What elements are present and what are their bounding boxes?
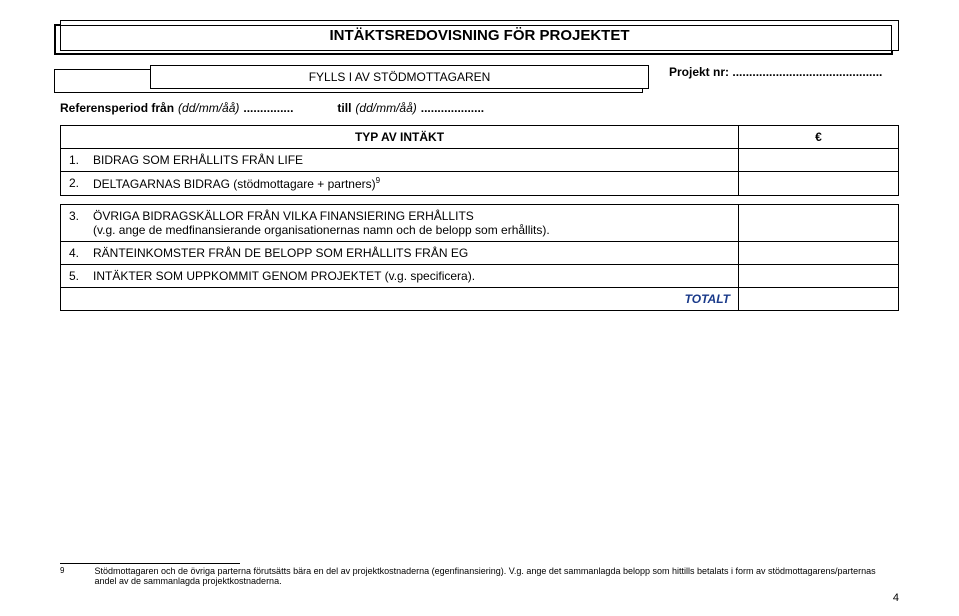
footnote: 9 Stödmottagaren och de övriga parterna … xyxy=(60,566,899,586)
projekt-nr: Projekt nr: ............................… xyxy=(659,65,899,79)
ref-till-hint: (dd/mm/åå) xyxy=(355,101,416,115)
reference-period: Referensperiod från (dd/mm/åå) .........… xyxy=(60,101,899,115)
row-4-amt xyxy=(739,242,899,265)
table-row: 1. BIDRAG SOM ERHÅLLITS FRÅN LIFE xyxy=(61,149,899,172)
title-container: INTÄKTSREDOVISNING FÖR PROJEKTET xyxy=(60,20,899,51)
income-table-2: 3. ÖVRIGA BIDRAGSKÄLLOR FRÅN VILKA FINAN… xyxy=(60,204,899,311)
row-num: 5. xyxy=(69,269,85,283)
row-4-cell: 4. RÄNTEINKOMSTER FRÅN DE BELOPP SOM ERH… xyxy=(61,242,739,265)
table-row: 3. ÖVRIGA BIDRAGSKÄLLOR FRÅN VILKA FINAN… xyxy=(61,205,899,242)
footnote-text: Stödmottagaren och de övriga parterna fö… xyxy=(94,566,899,586)
row-text: BIDRAG SOM ERHÅLLITS FRÅN LIFE xyxy=(93,153,303,167)
row-num: 4. xyxy=(69,246,85,260)
table-row: 5. INTÄKTER SOM UPPKOMMIT GENOM PROJEKTE… xyxy=(61,265,899,288)
totalt-label: TOTALT xyxy=(61,288,739,311)
footnote-separator xyxy=(60,563,240,564)
row-5-cell: 5. INTÄKTER SOM UPPKOMMIT GENOM PROJEKTE… xyxy=(61,265,739,288)
row-text: RÄNTEINKOMSTER FRÅN DE BELOPP SOM ERHÅLL… xyxy=(93,246,468,260)
footnote-ref: 9 xyxy=(376,176,380,185)
row-2-amt xyxy=(739,172,899,196)
page-number: 4 xyxy=(893,592,899,604)
row-3-amt xyxy=(739,205,899,242)
table-row: 2. DELTAGARNAS BIDRAG (stödmottagare + p… xyxy=(61,172,899,196)
subtitle-text: FYLLS I AV STÖDMOTTAGAREN xyxy=(309,70,491,84)
subtitle-box: FYLLS I AV STÖDMOTTAGAREN xyxy=(150,65,649,89)
row-num: 3. xyxy=(69,209,85,237)
row-5-amt xyxy=(739,265,899,288)
row-1-amt xyxy=(739,149,899,172)
projekt-dots: ........................................… xyxy=(732,65,882,79)
row-3-cell: 3. ÖVRIGA BIDRAGSKÄLLOR FRÅN VILKA FINAN… xyxy=(61,205,739,242)
ref-from-hint: (dd/mm/åå) xyxy=(178,101,239,115)
ref-till: till xyxy=(337,101,351,115)
footnote-num: 9 xyxy=(60,566,64,586)
row-1-cell: 1. BIDRAG SOM ERHÅLLITS FRÅN LIFE xyxy=(61,149,739,172)
header-amount: € xyxy=(739,126,899,149)
subtitle-row: FYLLS I AV STÖDMOTTAGAREN Projekt nr: ..… xyxy=(60,65,899,89)
row-2-cell: 2. DELTAGARNAS BIDRAG (stödmottagare + p… xyxy=(61,172,739,196)
page-title: INTÄKTSREDOVISNING FÖR PROJEKTET xyxy=(329,27,629,44)
row-num: 2. xyxy=(69,176,85,191)
table-header-row: TYP AV INTÄKT € xyxy=(61,126,899,149)
table-row: 4. RÄNTEINKOMSTER FRÅN DE BELOPP SOM ERH… xyxy=(61,242,899,265)
projekt-label: Projekt nr: xyxy=(669,65,729,79)
header-type: TYP AV INTÄKT xyxy=(61,126,739,149)
row-text: ÖVRIGA BIDRAGSKÄLLOR FRÅN VILKA FINANSIE… xyxy=(93,209,550,237)
ref-from-dots: ............... xyxy=(243,101,293,115)
ref-till-dots: ................... xyxy=(421,101,484,115)
row-num: 1. xyxy=(69,153,85,167)
income-table-1: TYP AV INTÄKT € 1. BIDRAG SOM ERHÅLLITS … xyxy=(60,125,899,196)
row-text: DELTAGARNAS BIDRAG (stödmottagare + part… xyxy=(93,176,380,191)
totalt-amt xyxy=(739,288,899,311)
ref-label: Referensperiod från xyxy=(60,101,174,115)
table-totalt-row: TOTALT xyxy=(61,288,899,311)
row-text: INTÄKTER SOM UPPKOMMIT GENOM PROJEKTET (… xyxy=(93,269,475,283)
title-box: INTÄKTSREDOVISNING FÖR PROJEKTET xyxy=(60,20,899,51)
